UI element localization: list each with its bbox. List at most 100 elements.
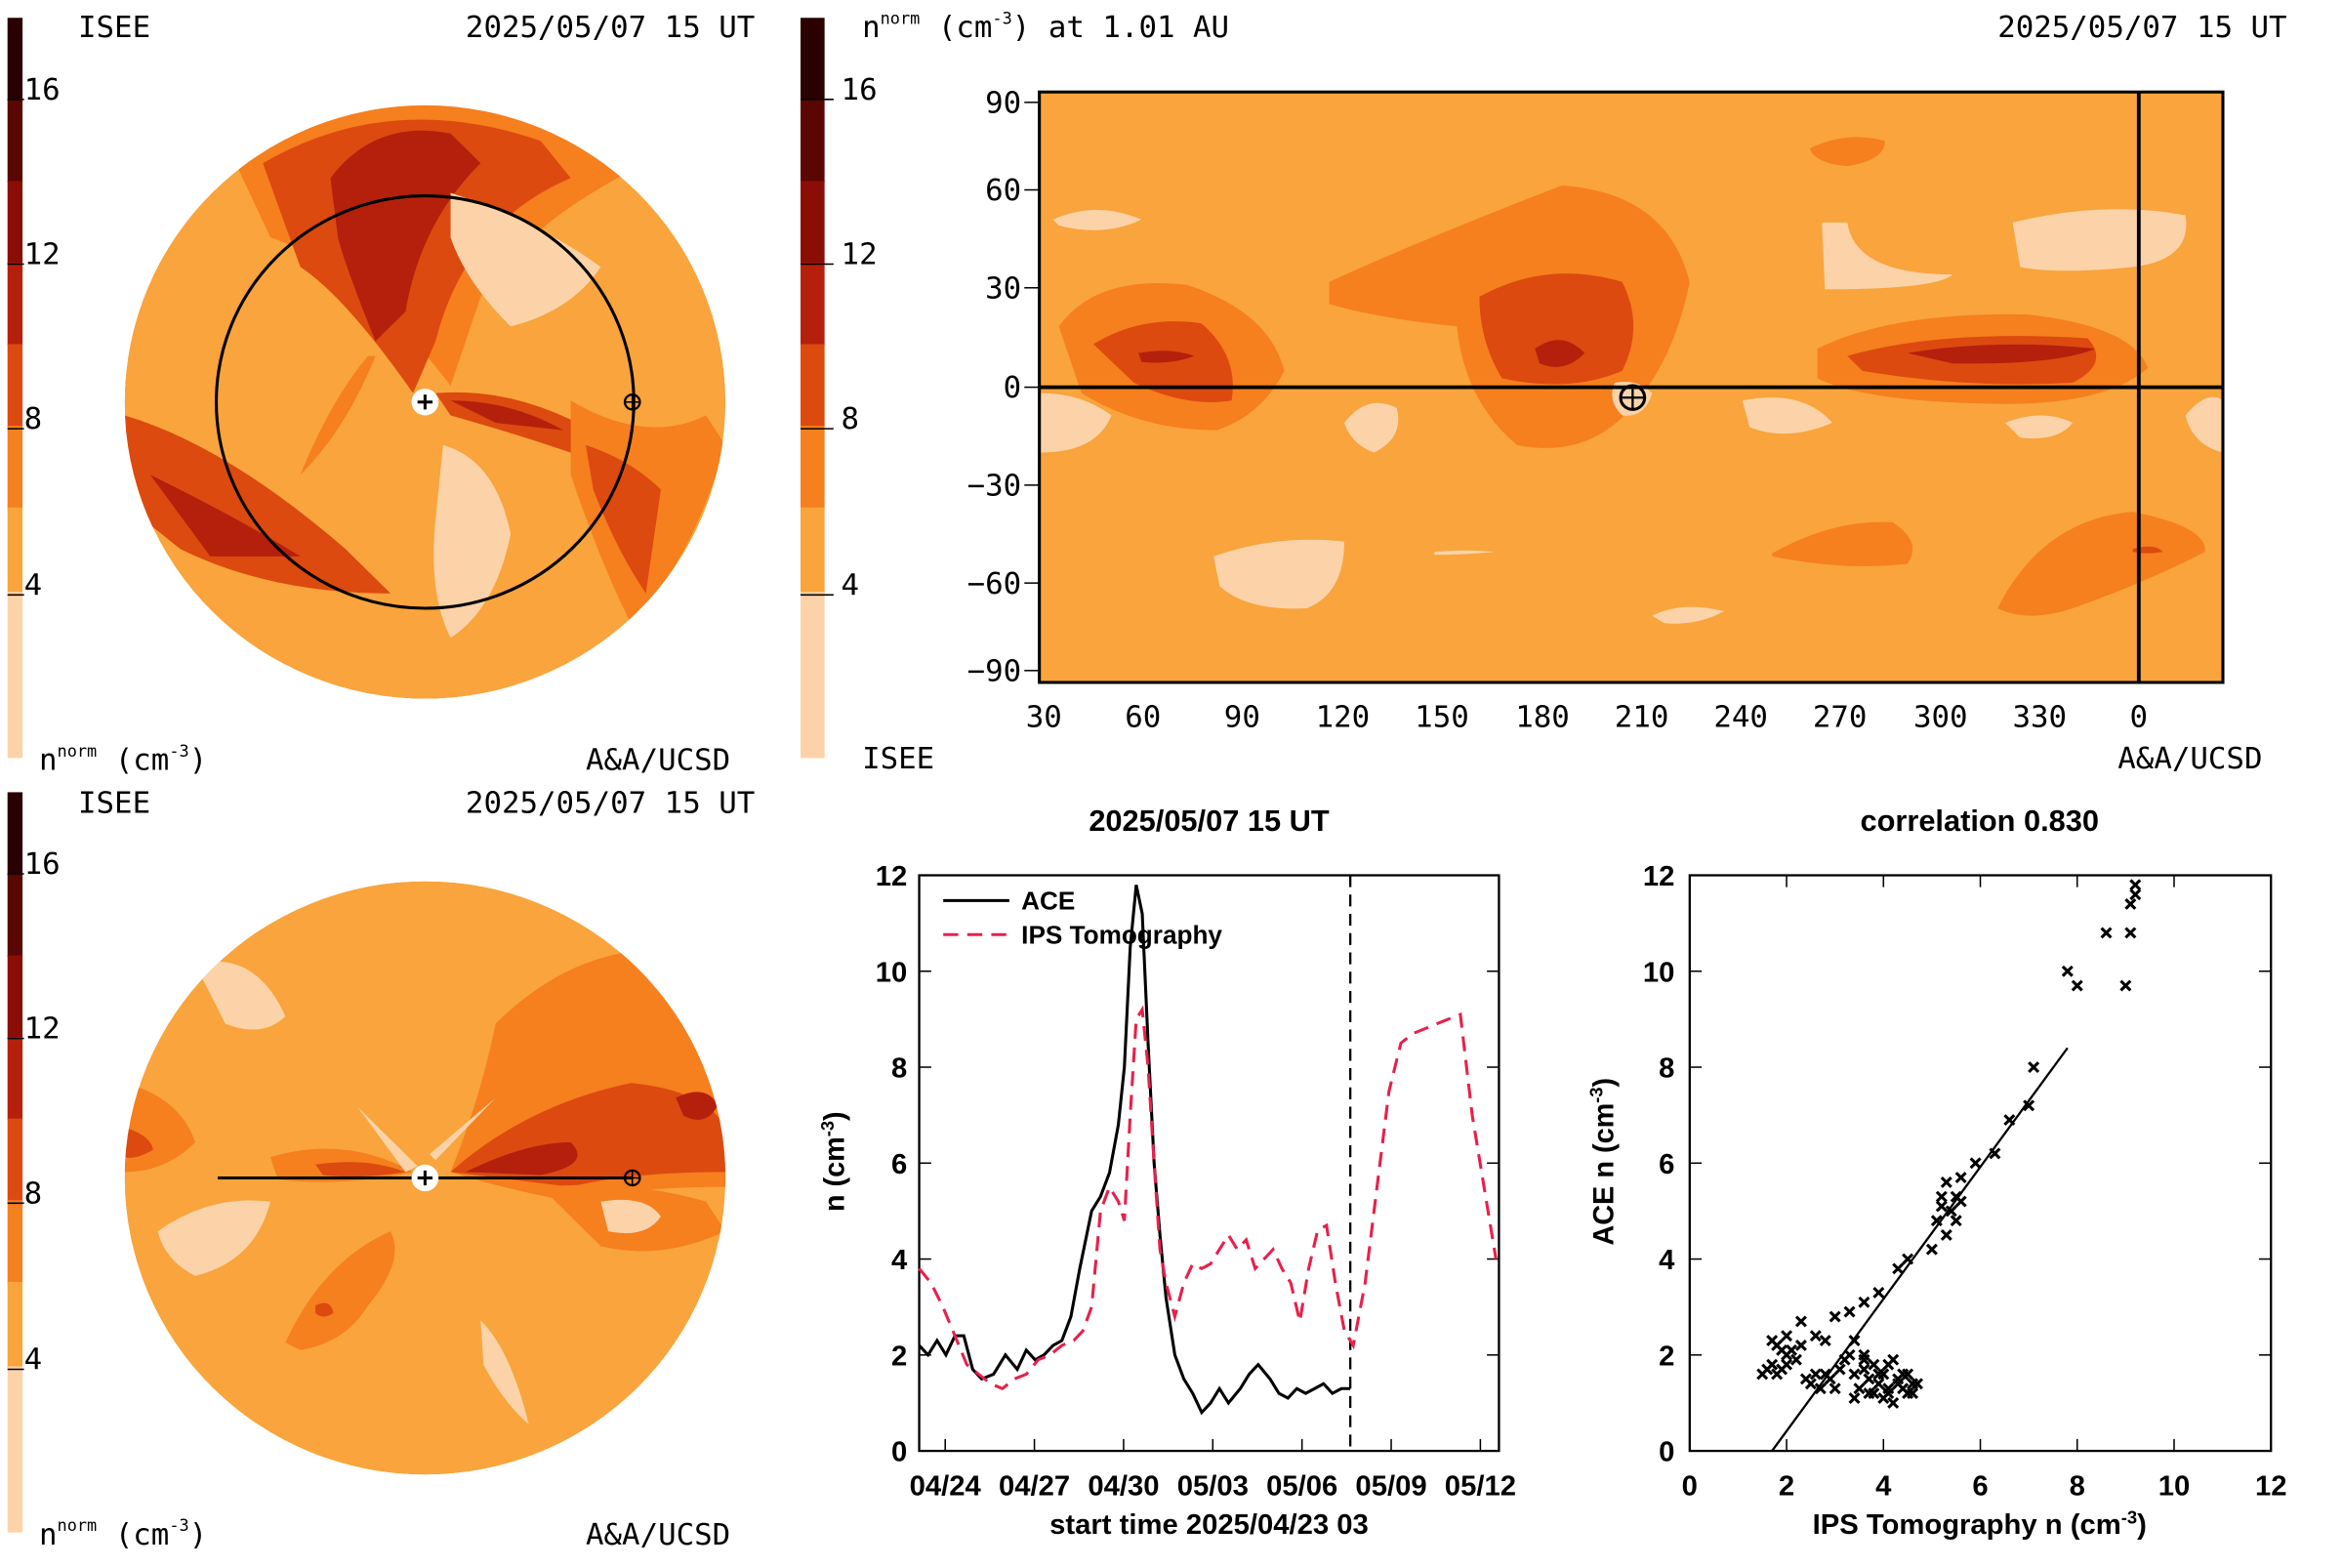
credit-label: A&A/UCSD xyxy=(586,744,730,778)
isee-label: ISEE xyxy=(78,787,150,821)
scatter-point xyxy=(1940,1229,1952,1241)
ace-series-line xyxy=(918,885,1351,1416)
scatter-point xyxy=(1930,1215,1943,1227)
x-tick-label: 6 xyxy=(1972,1471,1988,1503)
x-tick-label: 4 xyxy=(1875,1471,1891,1503)
scatter-point xyxy=(1781,1358,1793,1371)
colorbar-tick-8: 8 xyxy=(842,402,860,436)
timeseries-plot-area: 0 2 4 6 8 10 12 04/24 04/27 04/30 05/03 05/06 05/09 0… xyxy=(876,861,1516,1502)
x-tick-label: 05/06 xyxy=(1266,1471,1337,1503)
scatter-point xyxy=(1848,1368,1861,1381)
scatter-point xyxy=(1935,1200,1948,1213)
y-tick-label: 0 xyxy=(1004,371,1022,405)
colorbar-right: 16 12 8 4 xyxy=(801,18,878,759)
scatter-point xyxy=(1882,1387,1895,1400)
x-tick-label: 12 xyxy=(2255,1471,2287,1503)
scatter-point xyxy=(1954,1195,1967,1208)
x-tick-label: 60 xyxy=(1125,701,1161,735)
longitude-axis: 30 60 90 120 150 180 210 240 270 300 330… xyxy=(1026,701,2148,735)
timeseries-legend: ACE IPS Tomography xyxy=(943,887,1223,949)
plot-frame xyxy=(918,874,1500,1453)
scatter-point xyxy=(1848,1335,1861,1347)
scatter-point xyxy=(1843,1305,1856,1318)
scatter-point xyxy=(1829,1310,1841,1323)
scatter-point xyxy=(1824,1373,1836,1385)
colorbar-tick-12: 12 xyxy=(24,238,61,272)
scatter-point xyxy=(1892,1262,1905,1275)
scatter-point xyxy=(1809,1368,1822,1381)
x-axis-label: IPS Tomography n (cm-3) xyxy=(1813,1507,2147,1541)
x-tick-label: 04/24 xyxy=(910,1471,981,1503)
x-tick-label: 05/09 xyxy=(1355,1471,1426,1503)
scatter-point xyxy=(1766,1358,1779,1371)
scatter-point xyxy=(1814,1382,1827,1395)
meridional-density-panel: 16 12 8 4 ISEE 2025/05/07 15 UT nnorm (c… xyxy=(7,787,755,1552)
colorbar-tick-12: 12 xyxy=(24,1012,61,1047)
scatter-point xyxy=(1872,1287,1885,1299)
y-tick-label: 8 xyxy=(1659,1053,1674,1085)
scatter-point xyxy=(1907,1387,1919,1400)
earth-icon xyxy=(623,1169,641,1187)
latitude-axis: 90 60 30 0 −30 −60 −90 xyxy=(967,87,1040,689)
y-tick-label: 90 xyxy=(985,87,1021,121)
x-tick-label: 150 xyxy=(1415,701,1469,735)
scatter-point xyxy=(1833,1363,1846,1376)
map-title: nnorm (cm-3) at 1.01 AU xyxy=(862,8,1229,45)
scatter-point xyxy=(2129,888,2142,901)
colorbar-tick-16: 16 xyxy=(24,73,61,107)
y-tick-label: 6 xyxy=(891,1149,907,1180)
scatter-point xyxy=(1925,1243,1938,1256)
colorbar-tick-8: 8 xyxy=(24,1176,43,1211)
credit-label: A&A/UCSD xyxy=(2117,742,2262,776)
y-tick-label: 4 xyxy=(1659,1245,1674,1276)
y-tick-label: 2 xyxy=(1659,1341,1674,1373)
scatter-point xyxy=(2129,879,2142,891)
chart-title: correlation 0.830 xyxy=(1860,805,2099,838)
scatter-point xyxy=(1989,1147,2001,1160)
colorbar-left-top: 16 12 8 4 xyxy=(7,18,61,759)
scatter-point xyxy=(1863,1373,1875,1385)
scatter-point xyxy=(1858,1296,1870,1308)
y-tick-label: 0 xyxy=(1659,1437,1674,1468)
scatter-point xyxy=(1911,1378,1924,1390)
scatter-point xyxy=(1950,1215,1962,1227)
timeseries-chart: 2025/05/07 15 UT 0 2 4 6 8 10 12 04/24 04/27 04/3… xyxy=(817,805,1516,1541)
ips-series-line xyxy=(918,1005,1498,1391)
colorbar-tick-8: 8 xyxy=(24,402,43,436)
isee-label: ISEE xyxy=(78,11,150,45)
earth-icon xyxy=(623,393,641,411)
y-tick-label: 6 xyxy=(1659,1149,1674,1180)
x-tick-label: 30 xyxy=(1026,701,1062,735)
scatter-plot-area: 0 2 4 6 8 10 12 0 2 4 6 8 10 12 xyxy=(1643,861,2287,1502)
scatter-point xyxy=(1902,1368,1914,1381)
y-tick-label: 12 xyxy=(1643,861,1675,892)
scatter-point xyxy=(1882,1358,1895,1371)
scatter-point xyxy=(1858,1363,1870,1376)
scatter-point xyxy=(1872,1378,1885,1390)
scatter-point xyxy=(1892,1378,1905,1390)
scatter-point xyxy=(1940,1176,1952,1188)
y-tick-label: −90 xyxy=(967,655,1022,689)
scatter-point xyxy=(2028,1061,2040,1073)
y-tick-label: −30 xyxy=(967,470,1022,504)
y-tick-label: 12 xyxy=(876,861,908,892)
scatter-point xyxy=(1794,1315,1807,1328)
scatter-point xyxy=(2003,1114,2016,1127)
scatter-point xyxy=(1789,1353,1802,1366)
scatter-point xyxy=(1969,1157,1982,1170)
chart-title: 2025/05/07 15 UT xyxy=(1089,805,1330,838)
y-tick-label: 0 xyxy=(891,1437,907,1468)
scatter-point xyxy=(2023,1099,2035,1112)
x-tick-label: 04/27 xyxy=(999,1471,1070,1503)
colorbar-tick-4: 4 xyxy=(24,1343,43,1378)
x-tick-label: 2 xyxy=(1779,1471,1794,1503)
y-tick-label: −60 xyxy=(967,567,1022,601)
scatter-point xyxy=(2061,965,2074,977)
synoptic-map-panel: 16 12 8 4 nnorm (cm-3) at 1.01 AU 2025/0… xyxy=(801,8,2287,776)
colorbar-tick-4: 4 xyxy=(842,568,860,602)
density-unit-label: nnorm (cm-3) xyxy=(39,741,207,778)
scatter-point xyxy=(1902,1253,1914,1265)
earth-icon xyxy=(1619,384,1647,411)
y-tick-label: 30 xyxy=(985,272,1021,307)
scatter-point xyxy=(1935,1190,1948,1203)
